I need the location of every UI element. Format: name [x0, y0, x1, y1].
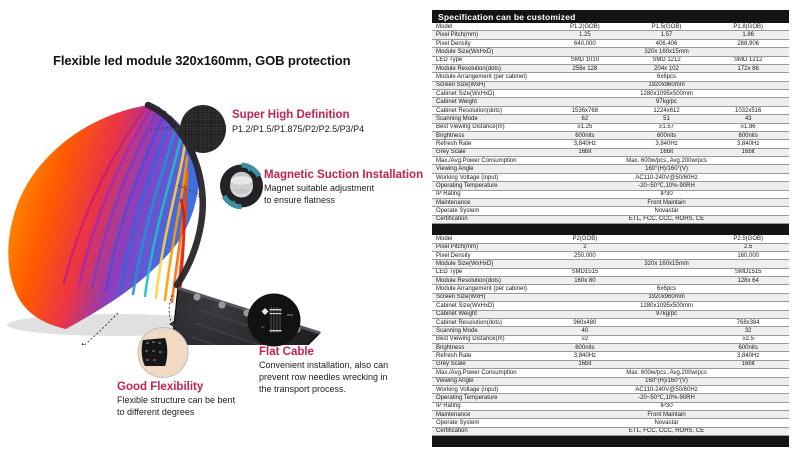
- svg-text:min: min: [287, 313, 293, 317]
- svg-text:5V: 5V: [261, 325, 265, 329]
